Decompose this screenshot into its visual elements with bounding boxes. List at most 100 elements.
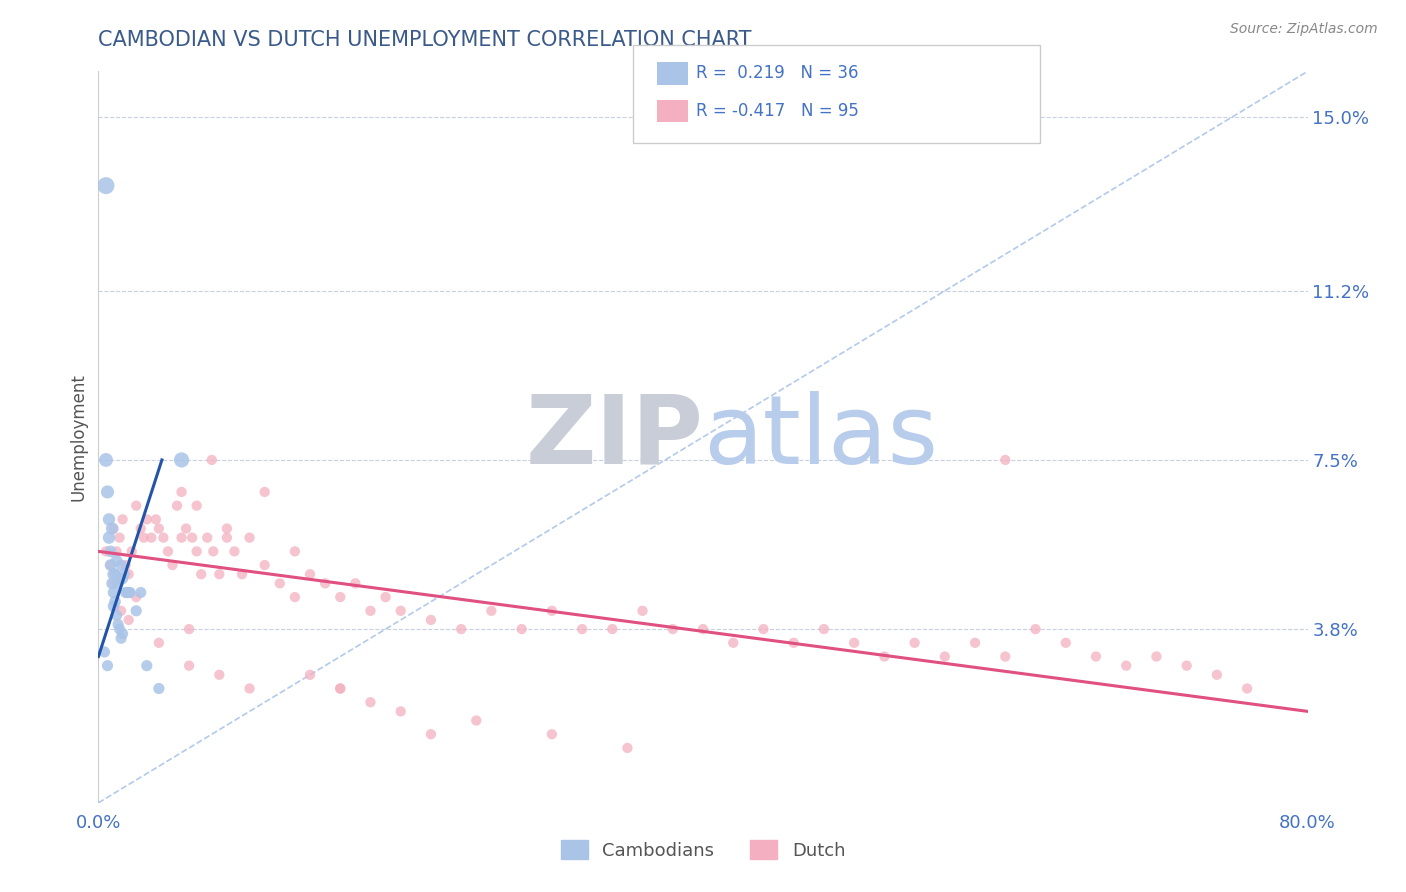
Point [602, 622, 624, 636]
Point [110, 604, 132, 618]
Point [269, 576, 291, 591]
Point [179, 658, 201, 673]
Point [723, 636, 745, 650]
Legend: Cambodians, Dutch: Cambodians, Dutch [554, 833, 852, 867]
Point [107, 576, 129, 591]
Point [844, 636, 866, 650]
Point [1236, 681, 1258, 696]
Point [105, 608, 128, 623]
Text: atlas: atlas [703, 391, 938, 483]
Point [125, 604, 148, 618]
Point [114, 558, 136, 573]
Point [813, 622, 835, 636]
Point [752, 622, 775, 636]
Point [110, 558, 132, 573]
Point [125, 499, 148, 513]
Point [360, 695, 382, 709]
Point [481, 604, 503, 618]
Point [135, 658, 157, 673]
Point [135, 512, 157, 526]
Point [631, 604, 654, 618]
Point [201, 453, 224, 467]
Point [215, 521, 238, 535]
Point [374, 590, 396, 604]
Point [239, 531, 262, 545]
Point [208, 667, 231, 681]
Text: Source: ZipAtlas.com: Source: ZipAtlas.com [1230, 22, 1378, 37]
Point [420, 613, 443, 627]
Point [98, 531, 121, 545]
Text: R =  0.219   N = 36: R = 0.219 N = 36 [696, 64, 859, 82]
Point [93, 645, 115, 659]
Point [299, 667, 322, 681]
Point [170, 453, 193, 467]
Point [465, 714, 488, 728]
Point [112, 567, 135, 582]
Point [253, 558, 276, 573]
Point [389, 705, 412, 719]
Point [329, 590, 352, 604]
Point [98, 512, 121, 526]
Point [141, 531, 163, 545]
Point [329, 681, 352, 696]
Point [450, 622, 472, 636]
Point [104, 595, 127, 609]
Point [111, 512, 134, 526]
Point [1085, 649, 1108, 664]
Point [101, 521, 124, 535]
Point [314, 576, 336, 591]
Point [934, 649, 956, 664]
Point [215, 531, 238, 545]
Point [186, 499, 208, 513]
Point [389, 604, 412, 618]
Point [105, 553, 128, 567]
Point [125, 590, 148, 604]
Point [1054, 636, 1077, 650]
Point [114, 585, 136, 599]
Point [170, 531, 193, 545]
Point [783, 636, 806, 650]
Point [94, 178, 117, 193]
Point [121, 544, 143, 558]
Point [616, 740, 638, 755]
Y-axis label: Unemployment: Unemployment [69, 373, 87, 501]
Point [103, 585, 125, 599]
Point [1115, 658, 1137, 673]
Point [129, 585, 152, 599]
Point [103, 599, 125, 614]
Point [1175, 658, 1198, 673]
Point [540, 727, 562, 741]
Point [101, 576, 124, 591]
Point [118, 585, 141, 599]
Point [120, 585, 142, 599]
Point [208, 567, 231, 582]
Point [111, 572, 134, 586]
Point [103, 567, 125, 582]
Point [105, 544, 128, 558]
Point [100, 558, 122, 573]
Point [253, 485, 276, 500]
Text: ZIP: ZIP [524, 391, 703, 483]
Point [104, 567, 127, 582]
Point [170, 485, 193, 500]
Point [360, 604, 382, 618]
Point [118, 567, 141, 582]
Point [224, 544, 246, 558]
Point [195, 531, 218, 545]
Point [571, 622, 593, 636]
Point [1024, 622, 1046, 636]
Point [148, 521, 170, 535]
Point [692, 622, 714, 636]
Point [540, 604, 562, 618]
Point [148, 681, 170, 696]
Point [202, 544, 225, 558]
Point [1144, 649, 1167, 664]
Point [103, 521, 125, 535]
Point [179, 622, 201, 636]
Point [510, 622, 533, 636]
Point [96, 485, 118, 500]
Point [132, 531, 155, 545]
Point [329, 681, 352, 696]
Point [299, 567, 322, 582]
Point [145, 512, 167, 526]
